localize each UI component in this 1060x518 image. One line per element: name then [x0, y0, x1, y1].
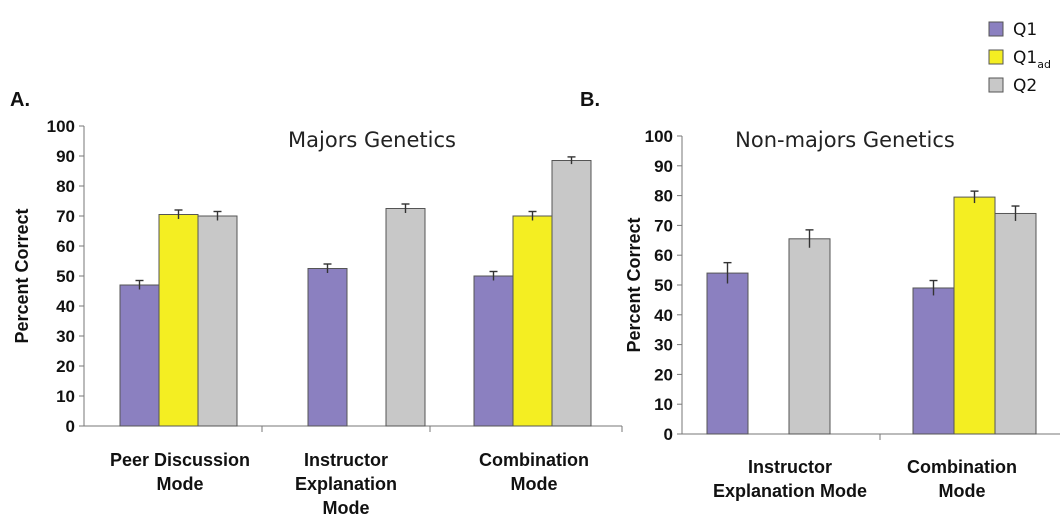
- legend-entry-q1: Q1: [988, 20, 1037, 40]
- panel-b-title: Non-majors Genetics: [735, 128, 955, 152]
- panel-a-marks: 0 10 20 30 40 50 60 70 80 90 100 Peer Discussion Mod…: [47, 117, 623, 518]
- bar-q2: [197, 215, 238, 427]
- y-tick-label: 40: [654, 306, 673, 325]
- legend: Q1 Q1ad Q2: [988, 20, 1051, 96]
- bar-q2: [551, 160, 592, 427]
- x-category-label-line: Mode: [323, 498, 370, 518]
- y-tick-label: 20: [56, 357, 75, 376]
- legend-entry-q1ad: Q1ad: [988, 48, 1051, 71]
- y-tick-label: 40: [56, 297, 75, 316]
- x-category-label: Combination Mode: [479, 450, 589, 494]
- legend-swatch-q2: [988, 77, 1004, 93]
- y-tick-label: 80: [654, 187, 673, 206]
- panel-b-letter: B.: [580, 89, 600, 111]
- legend-swatch-q1: [988, 21, 1004, 37]
- legend-label-q1: Q1: [1013, 20, 1037, 40]
- panel-a-title: Majors Genetics: [288, 128, 456, 152]
- y-tick-label: 10: [654, 395, 673, 414]
- legend-entry-q2: Q2: [988, 76, 1037, 96]
- bar-q1: [706, 272, 749, 435]
- y-tick-label: 30: [654, 336, 673, 355]
- bar-q1: [307, 268, 348, 427]
- bar-q2: [385, 208, 426, 427]
- y-tick-label: 80: [56, 177, 75, 196]
- x-category-label: Instructor Explanation Mode: [713, 457, 867, 501]
- bar-q1ad: [158, 214, 199, 427]
- y-tick-label: 90: [56, 147, 75, 166]
- bar-q2: [788, 238, 831, 435]
- legend-label-q1ad: Q1ad: [1013, 48, 1051, 71]
- legend-label-q1ad-main: Q1: [1013, 48, 1037, 68]
- x-category-label-line: Combination: [907, 457, 1017, 477]
- x-category-label-line: Explanation Mode: [713, 481, 867, 501]
- bar-q1: [119, 284, 160, 427]
- legend-label-q1ad-sub: ad: [1037, 58, 1051, 71]
- x-category-label: Combination Mode: [907, 457, 1017, 501]
- y-tick-label: 90: [654, 157, 673, 176]
- y-tick-label: 20: [654, 365, 673, 384]
- y-tick-label: 0: [664, 425, 673, 444]
- x-category-label-line: Peer Discussion: [110, 450, 250, 470]
- y-tick-label: 50: [654, 276, 673, 295]
- x-category-label-line: Explanation: [295, 474, 397, 494]
- y-tick-label: 60: [654, 246, 673, 265]
- panel-a-chart: A. Majors Genetics Percent Correct 0 10 20…: [10, 89, 623, 518]
- legend-swatch-q1ad: [988, 49, 1004, 65]
- y-tick-label: 50: [56, 267, 75, 286]
- bar-q2: [994, 212, 1037, 435]
- y-tick-label: 70: [56, 207, 75, 226]
- legend-label-q2: Q2: [1013, 76, 1037, 96]
- x-category-label-line: Instructor: [304, 450, 388, 470]
- panel-a-letter: A.: [10, 89, 30, 111]
- bar-q1: [473, 275, 514, 427]
- y-tick-label: 10: [56, 387, 75, 406]
- x-category-label: Peer Discussion Mode: [110, 450, 250, 494]
- bar-q1ad: [953, 196, 996, 435]
- panel-a-y-axis-label: Percent Correct: [12, 208, 32, 343]
- panel-b-chart: B. Non-majors Genetics Percent Correct 0…: [580, 89, 1060, 501]
- panel-b-marks: 0 10 20 30 40 50 60 70 80 90 100 Instructor Explanat…: [645, 127, 1060, 501]
- bar-q1ad: [512, 215, 553, 427]
- x-category-label-line: Combination: [479, 450, 589, 470]
- y-tick-label: 100: [645, 127, 673, 146]
- x-category-label-line: Mode: [157, 474, 204, 494]
- x-category-label-line: Instructor: [748, 457, 832, 477]
- y-tick-label: 70: [654, 216, 673, 235]
- bar-q1: [912, 287, 955, 435]
- y-tick-label: 100: [47, 117, 75, 136]
- y-tick-label: 60: [56, 237, 75, 256]
- panel-b-y-axis-label: Percent Correct: [624, 217, 644, 352]
- x-category-label-line: Mode: [511, 474, 558, 494]
- x-category-label-line: Mode: [939, 481, 986, 501]
- y-tick-label: 30: [56, 327, 75, 346]
- y-tick-label: 0: [66, 417, 75, 436]
- x-category-label: Instructor Explanation Mode: [295, 450, 397, 518]
